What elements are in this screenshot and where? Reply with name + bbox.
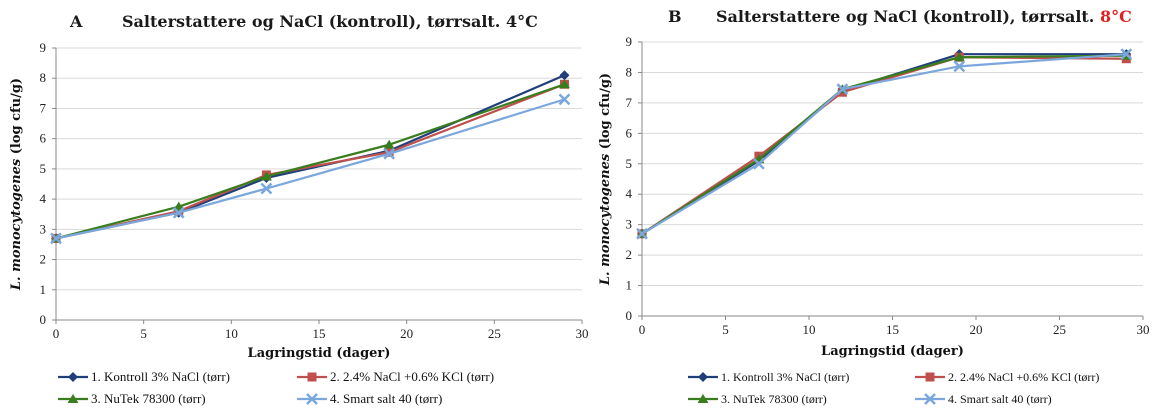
chart-panel-b: B Salterstattere og NaCl (kontroll), tørr… — [598, 7, 1150, 406]
legend-marker — [698, 372, 708, 382]
x-tick-label: 10 — [225, 326, 238, 341]
legend-entry-2: 2. 2.4% NaCl +0.6% KCl (tørr) — [297, 369, 494, 384]
legend-marker — [68, 372, 78, 382]
legend-label: 3. NuTek 78300 (tørr) — [91, 391, 206, 406]
data-point-series-1 — [559, 70, 570, 81]
data-point-series-3 — [953, 52, 965, 62]
series-line-2 — [641, 56, 1127, 235]
x-tick-label: 30 — [576, 326, 589, 341]
data-point-series-4 — [953, 60, 966, 73]
series-line-4 — [641, 53, 1127, 235]
legend-label: 4. Smart salt 40 (tørr) — [948, 392, 1052, 406]
y-tick-label: 2 — [626, 247, 633, 262]
y-tick-label: 0 — [626, 308, 633, 323]
y-axis-label: L. monocytogenes (log cfu/g) — [598, 73, 613, 286]
y-tick-label: 0 — [40, 312, 47, 327]
y-tick-label: 8 — [626, 64, 633, 79]
data-point-series-4 — [50, 232, 62, 245]
y-tick-label: 9 — [40, 40, 47, 55]
legend-marker — [925, 372, 935, 382]
x-tick-label: 20 — [970, 322, 983, 337]
legend-label: 1. Kontroll 3% NaCl (tørr) — [91, 369, 230, 384]
y-tick-label: 4 — [626, 186, 633, 201]
y-axis-label: L. monocytogenes (log cfu/g) — [9, 78, 24, 291]
series-line-1 — [55, 74, 565, 240]
chart-title: Salterstattere og NaCl (kontroll), tørrs… — [716, 7, 1132, 26]
y-tick-label: 1 — [626, 278, 633, 293]
legend-entry-4: 4. Smart salt 40 (tørr) — [915, 392, 1052, 406]
legend-marker — [306, 393, 318, 405]
legend-entry-3: 3. NuTek 78300 (tørr) — [688, 392, 827, 406]
legend-label: 1. Kontroll 3% NaCl (tørr) — [721, 370, 849, 384]
data-point-series-3 — [383, 139, 395, 149]
y-tick-label: 5 — [626, 156, 633, 171]
data-point-series-4 — [636, 227, 648, 240]
x-tick-label: 0 — [53, 326, 60, 341]
y-tick-label: 6 — [40, 131, 47, 146]
legend-label: 2. 2.4% NaCl +0.6% KCl (tørr) — [948, 370, 1099, 384]
y-tick-label: 2 — [40, 252, 47, 267]
x-axis-label: Lagringstid (dager) — [821, 344, 964, 359]
x-tick-label: 10 — [803, 322, 816, 337]
x-axis-label: Lagringstid (dager) — [248, 346, 391, 361]
panel-letter: B — [668, 7, 682, 26]
data-point-series-4 — [1120, 48, 1133, 61]
legend-entry-4: 4. Smart salt 40 (tørr) — [297, 391, 442, 406]
data-point-series-4 — [836, 83, 849, 96]
y-tick-label: 7 — [40, 100, 47, 115]
y-tick-label: 9 — [626, 34, 633, 49]
legend-marker — [924, 393, 936, 405]
data-point-series-4 — [383, 147, 396, 160]
x-tick-label: 15 — [313, 326, 326, 341]
x-tick-label: 30 — [1137, 322, 1150, 337]
chart-panel-a: A Salterstattere og NaCl (kontroll), tørr… — [9, 12, 589, 406]
legend-label: 2. 2.4% NaCl +0.6% KCl (tørr) — [330, 369, 494, 384]
legend-entry-2: 2. 2.4% NaCl +0.6% KCl (tørr) — [915, 370, 1099, 384]
y-tick-label: 6 — [626, 125, 633, 140]
y-tick-label: 3 — [40, 221, 47, 236]
data-point-series-4 — [260, 182, 273, 195]
y-tick-label: 7 — [626, 95, 633, 110]
data-point-series-3 — [260, 171, 272, 181]
title-temperature: 8°C — [1100, 7, 1132, 26]
legend-label: 3. NuTek 78300 (tørr) — [721, 392, 827, 406]
legend-entry-1: 1. Kontroll 3% NaCl (tørr) — [58, 369, 230, 384]
y-tick-label: 1 — [40, 282, 47, 297]
panel-letter: A — [69, 12, 83, 31]
data-point-series-4 — [558, 93, 571, 106]
legend-label: 4. Smart salt 40 (tørr) — [330, 391, 442, 406]
data-point-series-4 — [172, 206, 185, 219]
chart-title: Salterstattere og NaCl (kontroll), tørrs… — [122, 12, 538, 31]
x-tick-label: 15 — [886, 322, 899, 337]
x-tick-label: 25 — [488, 326, 501, 341]
title-temperature: 4°C — [506, 12, 538, 31]
legend-entry-1: 1. Kontroll 3% NaCl (tørr) — [688, 370, 849, 384]
series-line-3 — [641, 54, 1127, 235]
data-point-series-3 — [558, 79, 570, 89]
y-tick-label: 4 — [40, 191, 47, 206]
legend-marker — [307, 372, 317, 382]
legend-entry-3: 3. NuTek 78300 (tørr) — [58, 391, 206, 406]
y-tick-label: 8 — [40, 70, 47, 85]
y-tick-label: 3 — [626, 217, 633, 232]
x-tick-label: 5 — [722, 322, 729, 337]
legend-marker — [697, 394, 709, 403]
y-tick-label: 5 — [40, 161, 47, 176]
x-tick-label: 0 — [639, 322, 646, 337]
legend-marker — [67, 394, 79, 403]
x-tick-label: 5 — [140, 326, 147, 341]
x-tick-label: 20 — [400, 326, 413, 341]
x-tick-label: 25 — [1053, 322, 1066, 337]
data-point-series-4 — [753, 157, 765, 170]
